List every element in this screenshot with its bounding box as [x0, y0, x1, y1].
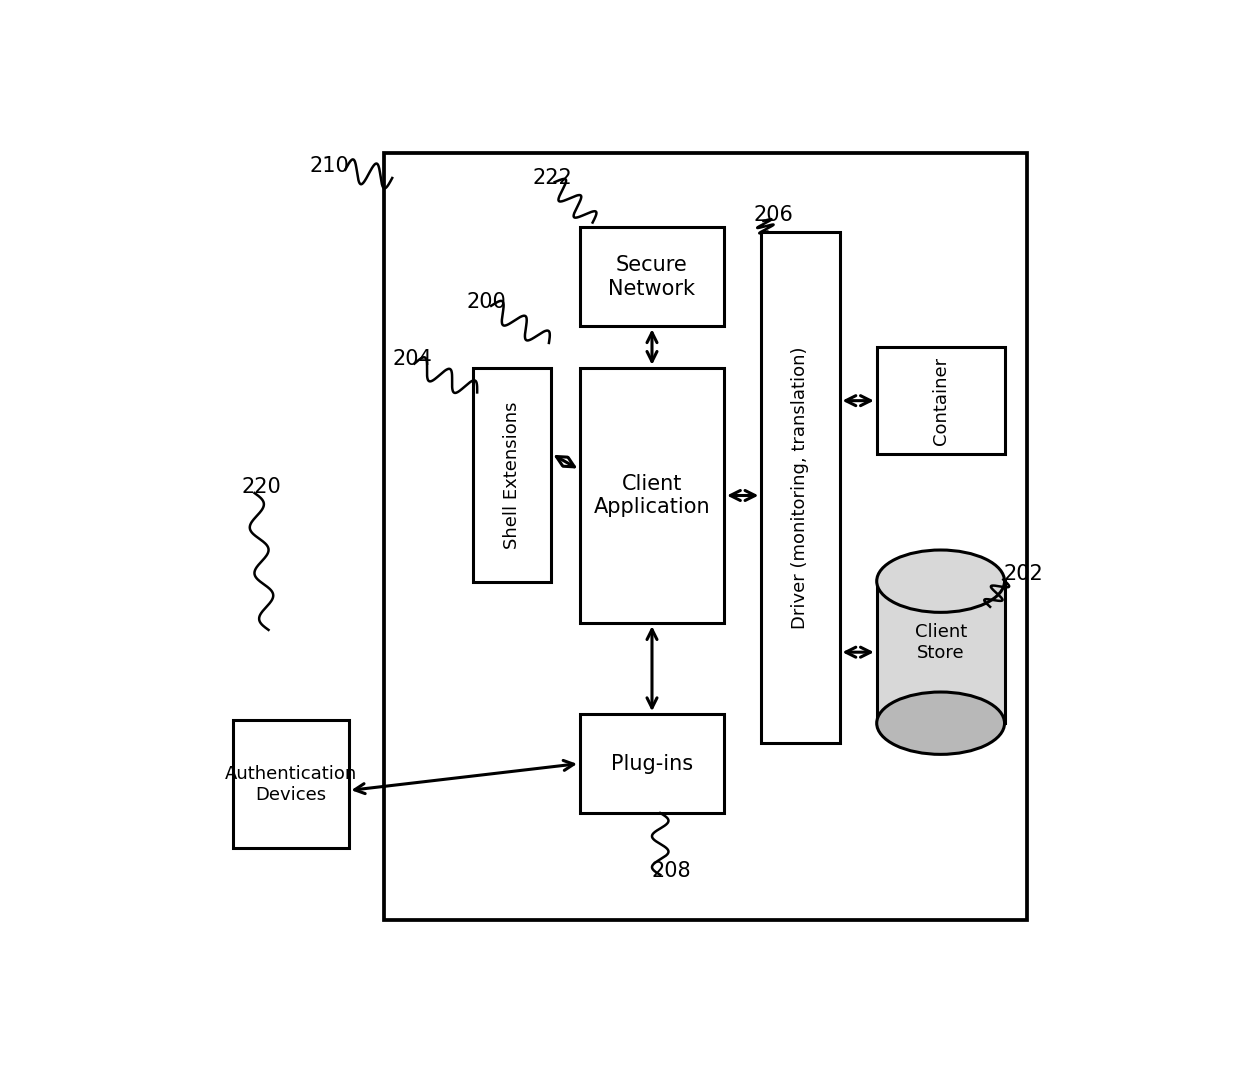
FancyBboxPatch shape — [580, 367, 724, 623]
Text: 220: 220 — [242, 478, 281, 497]
Text: 222: 222 — [532, 168, 572, 188]
Text: Container: Container — [931, 357, 950, 444]
Text: Driver (monitoring, translation): Driver (monitoring, translation) — [791, 346, 810, 629]
Ellipse shape — [877, 550, 1004, 613]
FancyBboxPatch shape — [877, 582, 1004, 723]
FancyBboxPatch shape — [580, 227, 724, 327]
FancyBboxPatch shape — [384, 153, 1027, 920]
Ellipse shape — [877, 692, 1004, 754]
Text: Shell Extensions: Shell Extensions — [502, 402, 521, 548]
FancyBboxPatch shape — [877, 347, 1004, 454]
Text: 206: 206 — [754, 206, 794, 225]
Text: Authentication
Devices: Authentication Devices — [224, 765, 357, 803]
Text: Client
Application: Client Application — [594, 473, 711, 517]
FancyBboxPatch shape — [233, 720, 348, 848]
Text: Secure
Network: Secure Network — [609, 255, 696, 299]
Text: 202: 202 — [1003, 563, 1043, 584]
FancyBboxPatch shape — [761, 231, 839, 743]
FancyBboxPatch shape — [472, 367, 551, 583]
Text: 208: 208 — [652, 861, 692, 880]
Text: Client
Store: Client Store — [915, 623, 967, 662]
Text: Plug-ins: Plug-ins — [611, 754, 693, 773]
Text: 210: 210 — [310, 155, 350, 176]
Text: 200: 200 — [466, 291, 506, 312]
Text: 204: 204 — [392, 349, 432, 369]
FancyBboxPatch shape — [580, 714, 724, 813]
